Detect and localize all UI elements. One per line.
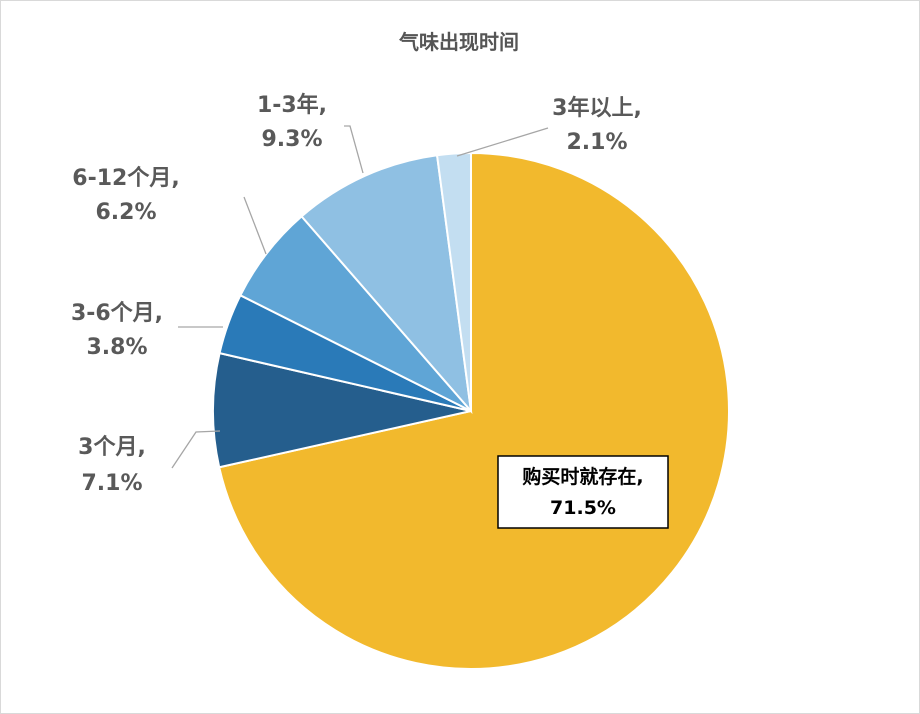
slice-3m <box>212 351 472 469</box>
data-label-percent: 71.5% <box>550 497 616 519</box>
data-label: 1-3年, 9.3% <box>257 92 364 174</box>
data-label: 3年以上, 2.1% <box>456 95 642 157</box>
slice-1-3y <box>300 154 473 415</box>
chart-title: 气味出现时间 <box>399 30 519 54</box>
data-label-category: 购买时就存在, <box>522 465 643 488</box>
leader-line <box>243 196 267 255</box>
data-label-category: 3个月, <box>78 435 146 460</box>
slice-bought <box>218 151 730 670</box>
leader-line <box>456 127 549 157</box>
data-label: 6-12个月, 6.2% <box>72 166 267 255</box>
leader-line <box>344 125 364 174</box>
data-label: 购买时就存在, 71.5% <box>497 455 669 529</box>
data-label-percent: 2.1% <box>566 130 627 155</box>
data-label-category: 6-12个月, <box>72 166 179 191</box>
data-label-percent: 6.2% <box>95 200 156 225</box>
data-label-category: 3-6个月, <box>71 301 163 326</box>
data-label-percent: 3.8% <box>86 335 147 360</box>
data-label-percent: 9.3% <box>261 127 322 152</box>
data-label: 3个月, 7.1% <box>78 430 221 496</box>
data-label-category: 3年以上, <box>552 95 642 121</box>
leader-line <box>171 430 221 469</box>
data-label-box <box>497 455 669 529</box>
slice-3y-plus <box>435 151 472 412</box>
data-label-percent: 7.1% <box>81 471 142 496</box>
data-label-category: 1-3年, <box>257 92 327 118</box>
data-label: 3-6个月, 3.8% <box>71 301 223 360</box>
